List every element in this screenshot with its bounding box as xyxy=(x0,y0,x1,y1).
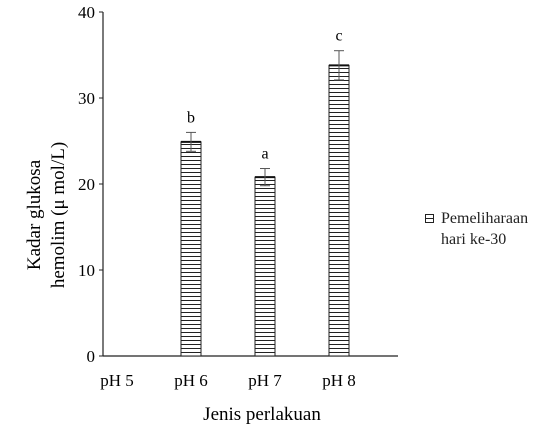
legend-label: Pemeliharaan hari ke-30 xyxy=(441,208,528,250)
legend-label-line-2: hari ke-30 xyxy=(441,231,507,248)
legend-swatch xyxy=(425,214,434,223)
legend-label-line-1: Pemeliharaan xyxy=(441,210,529,227)
y-axis-title-line-1: Kadar glukosa xyxy=(24,159,45,270)
x-tick-label: pH 5 xyxy=(100,371,134,390)
y-tick-label: 10 xyxy=(78,261,95,280)
y-axis-title: Kadar glukosa hemolim (μ mol/L) xyxy=(24,142,69,288)
y-axis-title-line-2: hemolim (μ mol/L) xyxy=(48,142,69,288)
x-tick-label: pH 8 xyxy=(322,371,356,390)
y-tick-label: 20 xyxy=(78,175,95,194)
bar xyxy=(180,141,202,357)
legend-item: Pemeliharaan hari ke-30 xyxy=(425,208,560,250)
legend: Pemeliharaan hari ke-30 xyxy=(425,208,560,250)
plot-area: 0 10 20 30 40 pH 5 pH 6 pH 7 pH 8 b a c xyxy=(78,3,398,390)
y-tick-label: 0 xyxy=(87,347,96,366)
bar xyxy=(254,176,276,357)
x-tick-label: pH 7 xyxy=(248,371,282,390)
significance-label: c xyxy=(335,28,342,45)
x-tick-label: pH 6 xyxy=(174,371,208,390)
significance-label: b xyxy=(187,109,195,126)
y-tick-label: 40 xyxy=(78,3,95,22)
y-tick-label: 30 xyxy=(78,89,95,108)
x-axis-title: Jenis perlakuan xyxy=(203,404,321,425)
bar xyxy=(328,64,350,357)
significance-label: a xyxy=(261,146,268,163)
